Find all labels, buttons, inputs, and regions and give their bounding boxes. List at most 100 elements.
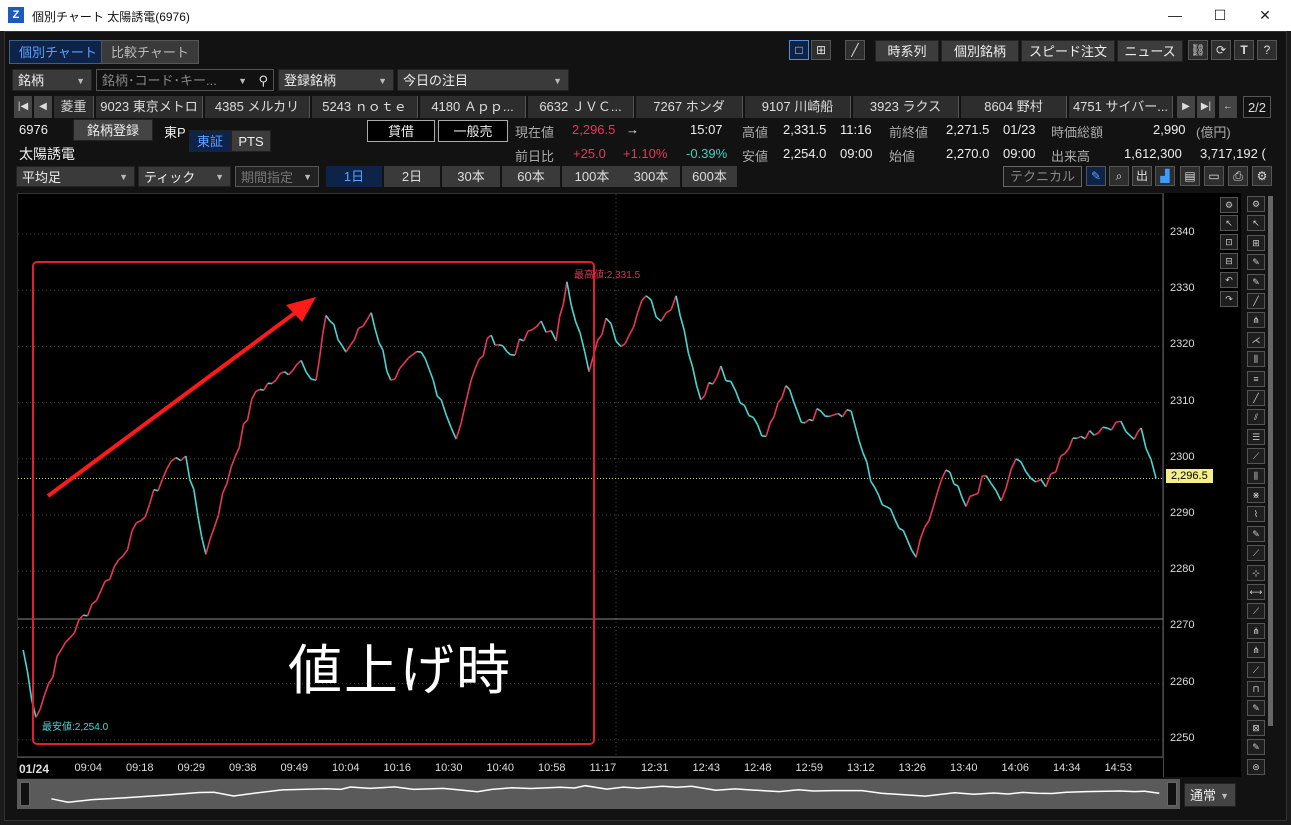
- period-button[interactable]: 300本: [622, 166, 680, 187]
- settings-icon[interactable]: ⚙: [1252, 166, 1272, 186]
- drawing-tool-icon[interactable]: ⋔: [1247, 642, 1265, 659]
- area-chart-icon[interactable]: ▟: [1155, 166, 1175, 186]
- drawing-tool-icon[interactable]: ⋇: [1247, 487, 1265, 503]
- help-icon[interactable]: ?: [1257, 40, 1277, 60]
- volume-toggle-icon[interactable]: 出: [1132, 166, 1152, 186]
- save-icon[interactable]: ▤: [1180, 166, 1200, 186]
- ticker-item[interactable]: 4751 サイバー...: [1069, 96, 1173, 118]
- drawing-tool-icon[interactable]: ≡: [1247, 370, 1265, 387]
- redo-icon[interactable]: ↷: [1220, 291, 1238, 307]
- technical-button[interactable]: テクニカル: [1003, 166, 1082, 187]
- tab-compare-chart[interactable]: 比較チャート: [101, 40, 199, 64]
- drawing-tool-icon[interactable]: ↖: [1247, 215, 1265, 232]
- time-series-button[interactable]: 時系列: [875, 40, 939, 62]
- ticker-item[interactable]: 菱重: [54, 96, 94, 118]
- undo-icon[interactable]: ↶: [1220, 272, 1238, 288]
- drawing-tool-icon[interactable]: ╱: [1247, 390, 1265, 406]
- drawing-tool-icon[interactable]: ⫼: [1247, 467, 1265, 484]
- scroll-handle-left[interactable]: [20, 782, 30, 806]
- period-button[interactable]: 600本: [682, 166, 737, 187]
- drawing-tool-icon[interactable]: ⊹: [1247, 564, 1265, 581]
- first-page-icon[interactable]: |◀: [14, 96, 32, 118]
- period-button[interactable]: 2日: [384, 166, 440, 187]
- ticker-item[interactable]: 4180 Ａｐｐ...: [420, 96, 526, 118]
- single-layout-icon[interactable]: □: [789, 40, 809, 60]
- scale-mode-select[interactable]: 通常 ▼: [1184, 783, 1236, 807]
- ticker-item[interactable]: 6632 ＪＶＣ...: [528, 96, 634, 118]
- price-axis[interactable]: 2340 2330 2320 2310 2300 2290 2280 2270 2260 2250…: [1163, 193, 1241, 777]
- drawing-tool-icon[interactable]: ⌇: [1247, 506, 1265, 523]
- drawing-tool-icon[interactable]: ☰: [1247, 428, 1265, 445]
- drawing-tool-icon[interactable]: ⋔: [1247, 622, 1265, 639]
- cursor-icon[interactable]: ↖: [1220, 215, 1238, 231]
- drawing-tool-icon[interactable]: ⫼: [1247, 351, 1265, 368]
- search-icon[interactable]: ⚲: [258, 73, 268, 88]
- registered-stocks-select[interactable]: 登録銘柄 ▼: [278, 69, 394, 91]
- margin-lending-button[interactable]: 貸借: [367, 120, 435, 142]
- register-stock-button[interactable]: 銘柄登録: [73, 119, 153, 141]
- scroll-handle-right[interactable]: [1167, 782, 1177, 806]
- drawing-tool-icon[interactable]: ⫽: [1247, 409, 1265, 426]
- drawing-tool-icon[interactable]: ⟋: [1247, 448, 1265, 465]
- type-select[interactable]: 銘柄 ▼: [12, 69, 92, 91]
- period-button[interactable]: 30本: [442, 166, 500, 187]
- drawing-tool-icon[interactable]: ⟋: [1247, 603, 1265, 620]
- close-button[interactable]: ✕: [1259, 7, 1271, 23]
- period-button[interactable]: 60本: [502, 166, 560, 187]
- general-short-button[interactable]: 一般売: [438, 120, 508, 142]
- back-arrow-icon[interactable]: ←: [1219, 96, 1237, 118]
- drawing-tool-icon[interactable]: ✎: [1247, 739, 1265, 756]
- time-axis[interactable]: 01/24 09:04 09:18 09:29 09:38 09:49 10:04 10:16…: [17, 757, 1163, 778]
- period-button[interactable]: 1日: [326, 166, 382, 187]
- drawing-tool-icon[interactable]: ✎: [1247, 254, 1265, 271]
- settings-icon[interactable]: ⚙: [1220, 197, 1238, 213]
- prev-page-icon[interactable]: ◀: [34, 96, 52, 118]
- drawing-tool-icon[interactable]: ⊓: [1247, 681, 1265, 697]
- ticker-item[interactable]: 9107 川崎船: [745, 96, 851, 118]
- drawing-tool-icon[interactable]: ⋌: [1247, 331, 1265, 348]
- print-icon[interactable]: ⎙: [1228, 166, 1248, 186]
- refresh-icon[interactable]: ⟳: [1211, 40, 1231, 60]
- ticker-item[interactable]: 7267 ホンダ: [636, 96, 743, 118]
- ticker-item[interactable]: 5243 ｎｏｔｅ: [312, 96, 418, 118]
- drawing-tool-icon[interactable]: ✎: [1247, 525, 1265, 542]
- last-page-icon[interactable]: ▶|: [1197, 96, 1215, 118]
- individual-stock-button[interactable]: 個別銘柄: [941, 40, 1019, 62]
- ticker-item[interactable]: 8604 野村: [961, 96, 1067, 118]
- drawing-tool-icon[interactable]: ⚙: [1247, 196, 1265, 212]
- drawing-tool-icon[interactable]: ⟷: [1247, 584, 1265, 600]
- minimize-button[interactable]: —: [1168, 7, 1182, 23]
- exchange-tab-pts[interactable]: PTS: [231, 130, 271, 152]
- candle-type-select[interactable]: 平均足 ▼: [16, 166, 135, 187]
- folder-icon[interactable]: ▭: [1204, 166, 1224, 186]
- copy-icon[interactable]: ⊡: [1220, 234, 1238, 250]
- price-chart[interactable]: 最高値:2,331.5 最安値:2,254.0 値上げ時: [17, 193, 1164, 758]
- zoom-icon[interactable]: ⌕: [1109, 166, 1129, 186]
- speed-order-button[interactable]: スピード注文: [1021, 40, 1115, 62]
- interval-select[interactable]: ティック ▼: [138, 166, 231, 187]
- chart-scroller[interactable]: [17, 779, 1180, 809]
- drawing-tool-icon[interactable]: ⊜: [1247, 758, 1265, 775]
- ticker-item[interactable]: 3923 ラクス: [853, 96, 959, 118]
- link-icon[interactable]: ⛓: [1188, 40, 1208, 60]
- drawing-tool-icon[interactable]: ╱: [1247, 293, 1265, 309]
- drawing-tool-icon[interactable]: ✎: [1247, 273, 1265, 290]
- drawing-tool-icon[interactable]: ⊞: [1247, 234, 1265, 251]
- ticker-item[interactable]: 4385 メルカリ: [205, 96, 310, 118]
- toolbar-scrollbar[interactable]: [1268, 196, 1273, 726]
- drawing-tool-icon[interactable]: ⟋: [1247, 661, 1265, 678]
- exchange-tab-tse[interactable]: 東証: [189, 130, 231, 152]
- ticker-item[interactable]: 9023 東京メトロ: [96, 96, 203, 118]
- tab-individual-chart[interactable]: 個別チャート: [9, 40, 107, 64]
- text-size-icon[interactable]: T: [1234, 40, 1254, 60]
- watchlist-select[interactable]: 今日の注目 ▼: [397, 69, 569, 91]
- drawing-tool-icon[interactable]: ✎: [1247, 700, 1265, 717]
- period-button[interactable]: 100本: [562, 166, 622, 187]
- news-button[interactable]: ニュース: [1117, 40, 1183, 62]
- lock-icon[interactable]: ⊟: [1220, 253, 1238, 269]
- drawing-tool-icon[interactable]: ⟋: [1247, 545, 1265, 562]
- chart-canvas[interactable]: 最高値:2,331.5 最安値:2,254.0: [18, 194, 1164, 758]
- drawing-tool-icon[interactable]: ⊠: [1247, 719, 1265, 736]
- pen-icon[interactable]: ╱: [845, 40, 865, 60]
- search-input[interactable]: 銘柄･コード･キー... ▼ ⚲: [96, 69, 274, 91]
